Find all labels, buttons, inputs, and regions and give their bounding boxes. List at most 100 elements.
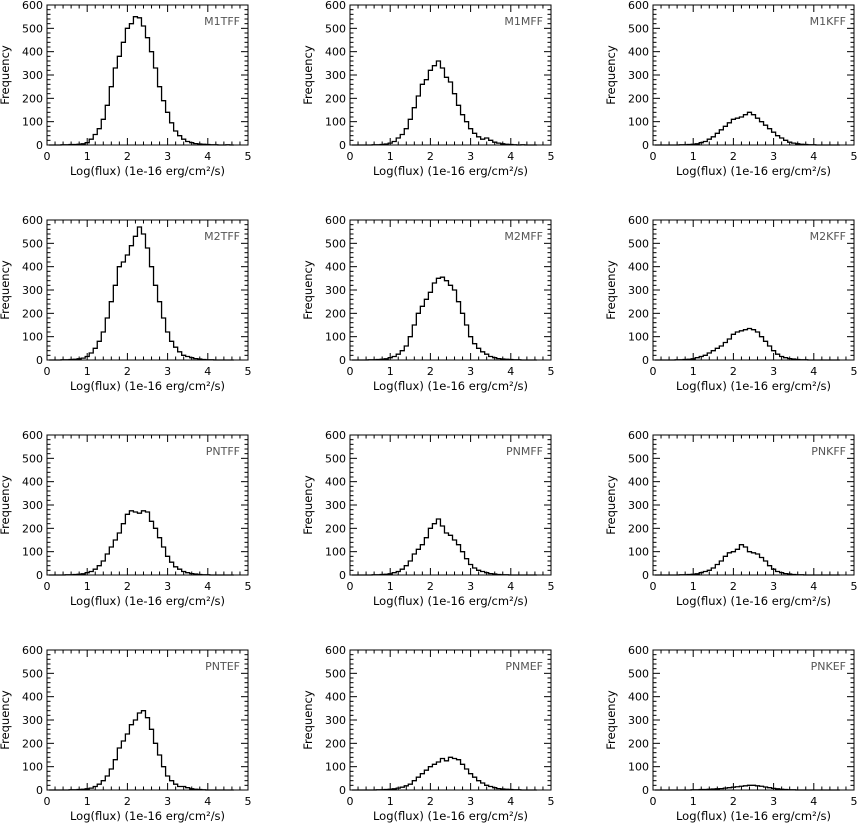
histogram-bin xyxy=(392,357,396,361)
y-tick-label: 500 xyxy=(22,22,43,35)
panel-m2tff: 0 1 2 3 4 5 0 100 200 300 400 500 600 Log(flux) (1e-1… xyxy=(0,214,252,393)
y-tick-label: 100 xyxy=(22,331,43,344)
histogram-bin xyxy=(154,285,158,360)
panel-m2mff: 0 1 2 3 4 5 0 100 200 300 400 500 600 Log(flux) (1e-1… xyxy=(301,214,555,393)
histogram-bin xyxy=(121,262,125,360)
histogram-bin xyxy=(97,129,101,145)
histogram-bin xyxy=(125,255,129,360)
y-tick-label: 600 xyxy=(325,214,346,227)
histogram-bin xyxy=(432,764,436,790)
y-tick-label: 600 xyxy=(325,644,346,657)
histogram-bin xyxy=(117,56,121,145)
histogram-bin xyxy=(141,511,145,575)
panel-title: M1KFF xyxy=(810,15,846,28)
x-tick-label: 4 xyxy=(810,580,817,593)
x-tick-label: 2 xyxy=(124,150,131,163)
histogram-bin xyxy=(444,77,448,145)
y-tick-label: 400 xyxy=(628,691,649,704)
y-tick-label: 400 xyxy=(22,691,43,704)
histogram-bin xyxy=(739,331,743,360)
histogram-bin xyxy=(448,757,452,790)
y-tick-label: 300 xyxy=(628,69,649,82)
histogram-bin xyxy=(440,277,444,360)
panel-title: M2MFF xyxy=(504,230,543,243)
histogram-bin xyxy=(448,82,452,145)
histogram-bin xyxy=(739,545,743,575)
y-tick-label: 300 xyxy=(325,714,346,727)
histogram-bin xyxy=(186,142,190,146)
histogram-bin xyxy=(465,559,469,575)
histogram-bin xyxy=(473,344,477,360)
y-tick-label: 400 xyxy=(22,46,43,59)
histogram-bin xyxy=(751,785,755,790)
histogram-bin xyxy=(768,129,772,145)
y-tick-label: 0 xyxy=(36,569,43,582)
x-tick-label: 4 xyxy=(810,795,817,808)
y-tick-label: 500 xyxy=(22,237,43,250)
x-tick-label: 4 xyxy=(507,365,514,378)
histogram-bin xyxy=(424,770,428,790)
histogram-bin xyxy=(412,108,416,145)
histogram-bin xyxy=(719,561,723,575)
histogram-bin xyxy=(170,341,174,360)
y-tick-label: 100 xyxy=(628,331,649,344)
histogram-bin xyxy=(178,787,182,791)
histogram-bin xyxy=(703,355,707,360)
histogram-bin xyxy=(145,718,149,790)
histogram-bin xyxy=(424,80,428,145)
y-tick-label: 300 xyxy=(325,499,346,512)
histogram-bin xyxy=(735,332,739,360)
histogram-bin xyxy=(133,17,137,145)
histogram-bin xyxy=(412,325,416,360)
histogram-bin xyxy=(743,330,747,360)
y-axis-title: Frequency xyxy=(301,475,315,535)
x-tick-label: 4 xyxy=(810,150,817,163)
histogram-bin xyxy=(178,136,182,145)
x-tick-label: 0 xyxy=(650,150,657,163)
histogram-bin xyxy=(751,330,755,360)
histogram-bin xyxy=(776,354,780,360)
y-tick-label: 200 xyxy=(628,92,649,105)
histogram-bin xyxy=(400,569,404,575)
histogram-bin xyxy=(105,776,109,790)
x-tick-label: 0 xyxy=(44,365,51,378)
y-axis-title: Frequency xyxy=(301,260,315,320)
y-axis-title: Frequency xyxy=(604,260,618,320)
y-tick-label: 200 xyxy=(325,92,346,105)
histogram-bin xyxy=(150,52,154,145)
y-tick-label: 400 xyxy=(325,261,346,274)
y-axis-title: Frequency xyxy=(604,690,618,750)
y-tick-label: 100 xyxy=(325,116,346,129)
histogram-bin xyxy=(133,512,137,575)
y-tick-label: 400 xyxy=(325,46,346,59)
y-tick-label: 100 xyxy=(628,116,649,129)
x-tick-label: 1 xyxy=(690,150,697,163)
y-tick-label: 200 xyxy=(628,737,649,750)
histogram-bin xyxy=(150,267,154,360)
panel-title: PNKEF xyxy=(811,660,846,673)
histogram-bin xyxy=(453,540,457,575)
histogram-bin xyxy=(735,118,739,145)
y-tick-label: 0 xyxy=(339,784,346,797)
histogram-bin xyxy=(117,748,121,790)
histogram-bin xyxy=(489,787,493,791)
x-axis-title: Log(flux) (1e-16 erg/cm²/s) xyxy=(373,594,528,608)
histogram-bin xyxy=(760,558,764,576)
x-tick-label: 0 xyxy=(347,150,354,163)
x-axis-title: Log(flux) (1e-16 erg/cm²/s) xyxy=(70,594,225,608)
x-tick-label: 3 xyxy=(770,795,777,808)
panel-m1tff: 0 1 2 3 4 5 0 100 200 300 400 500 600 Log(flux) (1e-1… xyxy=(0,0,252,178)
x-axis-title: Log(flux) (1e-16 erg/cm²/s) xyxy=(676,164,831,178)
panel-title: M1TFF xyxy=(204,15,240,28)
histogram-bin xyxy=(751,115,755,145)
histogram-bin xyxy=(129,24,133,145)
x-tick-label: 0 xyxy=(347,580,354,593)
histogram-bin xyxy=(145,38,149,145)
y-tick-label: 200 xyxy=(325,737,346,750)
y-tick-label: 600 xyxy=(22,429,43,442)
histogram-bin xyxy=(428,70,432,145)
x-tick-label: 0 xyxy=(44,580,51,593)
histogram-bin xyxy=(97,566,101,575)
y-tick-label: 600 xyxy=(628,644,649,657)
histogram-bin xyxy=(756,118,760,145)
